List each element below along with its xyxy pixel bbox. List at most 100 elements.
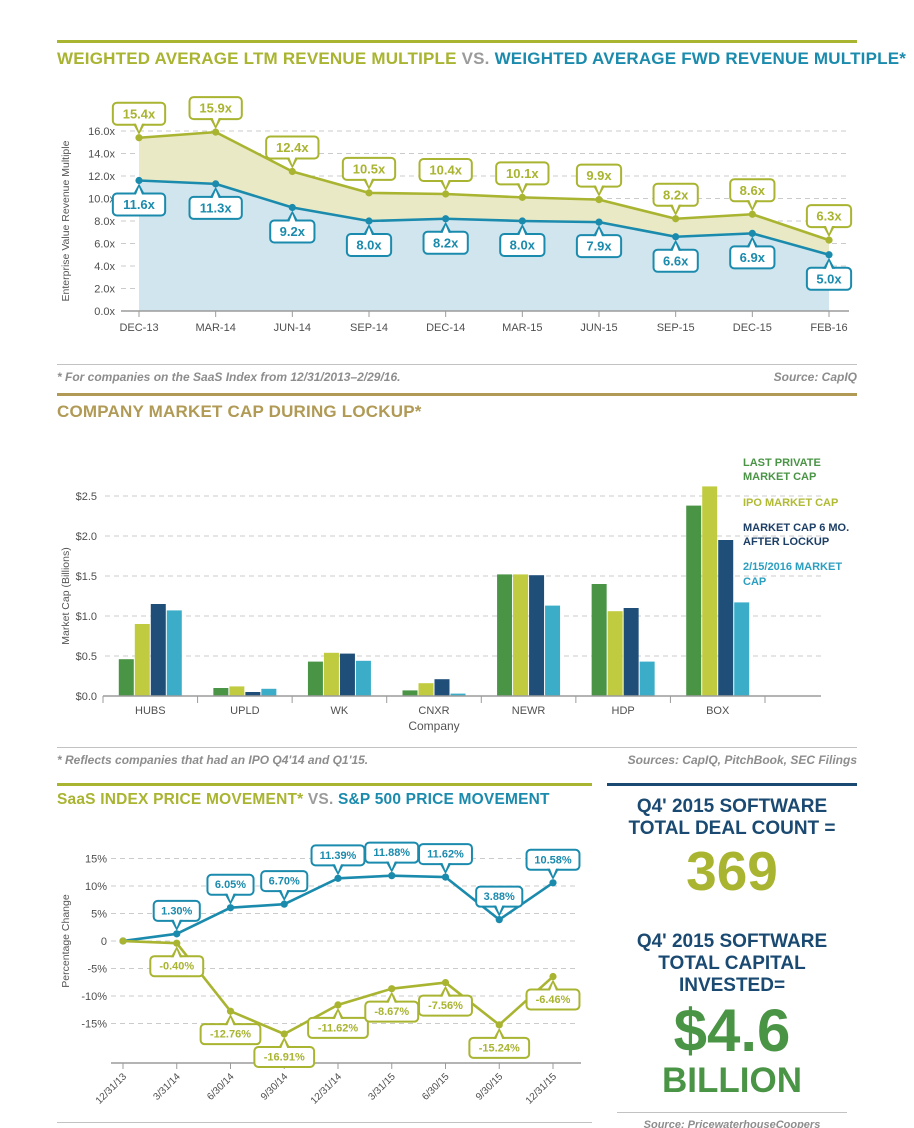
- x-tick-label: HUBS: [135, 705, 166, 717]
- callout-text: 8.0x: [356, 238, 382, 253]
- x-tick-label: 6/30/14: [205, 1071, 237, 1103]
- x-tick-label: 3/31/15: [366, 1071, 398, 1103]
- area-fill-lower: [139, 180, 829, 311]
- data-point: [135, 134, 143, 142]
- y-tick-label: 15%: [85, 854, 107, 866]
- capital-invested-unit: BILLION: [662, 1061, 802, 1101]
- callout-pointer-inner: [672, 204, 679, 213]
- chart1-footnote-row: * For companies on the SaaS Index from 1…: [57, 364, 857, 384]
- y-axis-title: Market Cap (Billions): [60, 547, 72, 644]
- q4-stats-source: Source: PricewaterhouseCoopers MoneyTree: [617, 1112, 847, 1128]
- callout-text: 10.5x: [353, 161, 386, 176]
- section-divider-olive: [57, 40, 857, 43]
- data-point: [595, 196, 603, 204]
- y-tick-label: $0.5: [76, 651, 97, 663]
- y-tick-label: 5%: [91, 909, 107, 921]
- callout-pointer-inner: [227, 893, 234, 902]
- x-tick-label: 3/31/14: [151, 1071, 183, 1103]
- bar-wk: [323, 652, 339, 696]
- y-tick-label: 6.0x: [94, 239, 115, 251]
- callout-text: 11.62%: [427, 849, 464, 861]
- x-tick-label: 12/31/15: [524, 1071, 560, 1107]
- callout-pointer-inner: [388, 861, 395, 870]
- callout-text: -6.46%: [536, 994, 571, 1006]
- bar-hubs: [134, 624, 150, 696]
- callout-pointer-inner: [173, 949, 180, 958]
- y-tick-label: 8.0x: [94, 216, 115, 228]
- callout-text: 10.1x: [506, 166, 539, 181]
- callout-pointer-inner: [442, 989, 449, 998]
- bar-newr: [545, 605, 561, 696]
- x-tick-label: MAR-15: [502, 322, 542, 334]
- y-tick-label: -10%: [81, 991, 107, 1003]
- callout-pointer-inner: [519, 182, 526, 191]
- data-point: [226, 1007, 235, 1015]
- x-tick-label: BOX: [706, 705, 730, 717]
- market-cap-chart: LAST PRIVATE MARKET CAP IPO MARKET CAP MAR…: [57, 426, 857, 741]
- callout-pointer-inner: [289, 157, 296, 165]
- section-revenue-multiple: WEIGHTED AVERAGE LTM REVENUE MULTIPLE VS…: [57, 40, 906, 384]
- x-tick-label: WK: [331, 705, 349, 717]
- y-tick-label: -15%: [81, 1019, 107, 1031]
- data-point: [441, 873, 450, 881]
- x-tick-label: MAR-14: [195, 322, 235, 334]
- data-point: [226, 904, 235, 912]
- price-movement-chart: 15% 10% 5% 0 -5% -10% -15% 12/31/13 3/31/14 6/30/…: [57, 811, 592, 1118]
- callout-text: 11.3x: [200, 200, 233, 215]
- x-tick-label: JUN-14: [274, 322, 311, 334]
- callout-pointer-inner: [365, 227, 373, 236]
- bar-hdp: [639, 661, 655, 696]
- y-tick-label: 14.0x: [88, 149, 115, 161]
- callout-pointer-inner: [227, 1017, 234, 1026]
- callout-text: 8.2x: [433, 235, 459, 250]
- ltm-vs-fwd-revenue-multiple-chart: 0.0x 2.0x 4.0x 6.0x 8.0x 10.0x 12.0x 14.0x 16.0x…: [57, 73, 857, 358]
- data-point: [280, 1030, 288, 1038]
- y-axis-title: Percentage Change: [60, 894, 72, 988]
- callout-text: 11.6x: [123, 197, 156, 212]
- capital-invested-value: $4.6: [673, 997, 791, 1065]
- x-tick-label: DEC-14: [426, 322, 465, 334]
- callout-pointer-inner: [135, 187, 143, 195]
- data-point: [334, 874, 342, 882]
- data-point: [334, 1001, 342, 1009]
- y-tick-label: 12.0x: [88, 171, 115, 183]
- chart1-title-vs: VS.: [461, 49, 490, 68]
- callout-pointer-inner: [496, 905, 503, 914]
- y-tick-label: 4.0x: [94, 261, 115, 273]
- callout-text: 12.4x: [276, 140, 309, 155]
- callout-text: 1.30%: [161, 905, 192, 917]
- bar-hdp: [591, 584, 607, 696]
- callout-text: -15.24%: [479, 1042, 520, 1054]
- x-axis-title: Company: [408, 719, 459, 733]
- y-tick-label: -5%: [87, 964, 107, 976]
- chart3-title-saas: SaaS INDEX PRICE MOVEMENT*: [57, 791, 304, 808]
- bar-upld: [213, 688, 229, 696]
- callout-pointer-inner: [135, 123, 143, 132]
- x-tick-label: FEB-16: [810, 322, 847, 334]
- data-point: [288, 167, 296, 176]
- x-tick-label: 9/30/14: [259, 1071, 291, 1103]
- section-market-cap: COMPANY MARKET CAP DURING LOCKUP* LAST P…: [57, 393, 857, 767]
- data-point: [549, 879, 557, 887]
- callout-pointer-inner: [442, 225, 449, 234]
- bar-box: [718, 540, 734, 696]
- bar-cnxr: [418, 683, 434, 696]
- callout-text: -16.91%: [264, 1052, 305, 1064]
- section-divider-navy: [607, 783, 857, 786]
- callout-pointer-inner: [281, 1040, 288, 1049]
- chart3-title-vs: VS.: [307, 791, 334, 808]
- revenue-multiple-svg: 0.0x 2.0x 4.0x 6.0x 8.0x 10.0x 12.0x 14.0x 16.0x…: [60, 96, 853, 334]
- capital-invested-heading-line1: Q4' 2015 SOFTWARE: [636, 931, 828, 953]
- callout-pointer-inner: [365, 178, 373, 187]
- callout-text: 6.9x: [740, 250, 766, 265]
- callout-pointer-inner: [496, 1031, 503, 1040]
- callout-text: 7.9x: [586, 239, 612, 254]
- bar-upld: [229, 686, 245, 696]
- x-tick-label: DEC-13: [119, 322, 158, 334]
- callout-text: 8.2x: [663, 187, 689, 202]
- callout-pointer-inner: [749, 199, 756, 208]
- y-tick-label: 16.0x: [88, 126, 115, 138]
- data-point: [825, 251, 833, 259]
- callout-text: 6.70%: [269, 876, 300, 888]
